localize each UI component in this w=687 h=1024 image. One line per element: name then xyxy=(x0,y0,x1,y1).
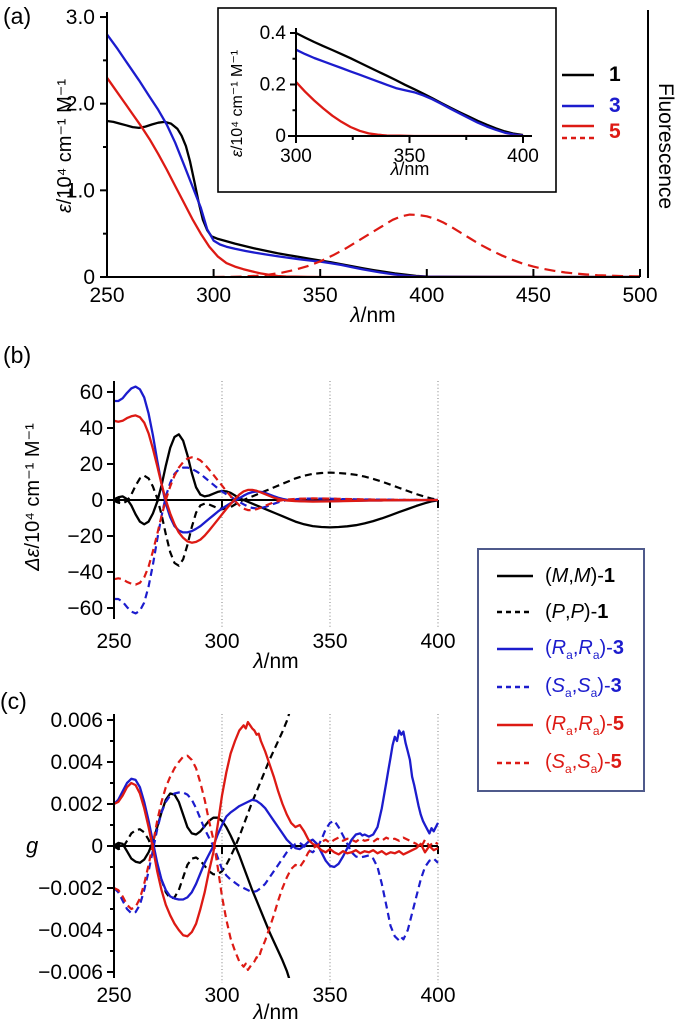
cd-legend-label: (P,P)-1 xyxy=(545,600,609,623)
svg-text:400: 400 xyxy=(420,630,455,653)
svg-text:1.0: 1.0 xyxy=(66,179,95,202)
cd-legend-item-P-1: (P,P)-1 xyxy=(495,601,639,624)
legend-line-sample xyxy=(562,104,594,108)
nm-units: /nm xyxy=(399,159,430,179)
panel-c-x-axis-title: λ/nm xyxy=(240,1001,312,1024)
panel-a-x-axis-title: λ/nm xyxy=(337,304,409,328)
inset-x-axis-title: λ/nm xyxy=(372,159,448,180)
svg-text:250: 250 xyxy=(96,630,131,653)
svg-text:−0.004: −0.004 xyxy=(38,919,103,942)
svg-text:−0.002: −0.002 xyxy=(38,877,103,900)
svg-text:300: 300 xyxy=(204,984,239,1007)
svg-text:0: 0 xyxy=(91,489,103,512)
svg-text:300: 300 xyxy=(196,284,231,307)
panel-c-y-axis-title: g xyxy=(26,833,39,858)
cd-legend-item-M-1: (M,M)-1 xyxy=(495,565,639,588)
svg-text:0.002: 0.002 xyxy=(50,793,103,816)
panel-b-y-axis-title: Δε/10⁴ cm⁻¹ M⁻¹ xyxy=(20,382,45,612)
lambda-symbol: λ xyxy=(253,1001,264,1024)
svg-text:0.2: 0.2 xyxy=(260,74,286,95)
panel-a-y-axis-title: ε/10⁴ cm⁻¹ M⁻¹ xyxy=(52,30,77,262)
cd-legend-label: (Ra,Ra)-3 xyxy=(545,636,624,662)
svg-text:350: 350 xyxy=(312,984,347,1007)
svg-text:350: 350 xyxy=(312,630,347,653)
nm-units: /nm xyxy=(263,650,299,673)
legend-line-sample xyxy=(562,124,594,140)
epsilon-symbol: ε xyxy=(54,204,76,214)
panel-a-letter: (a) xyxy=(3,3,32,29)
svg-text:3.0: 3.0 xyxy=(66,6,95,29)
legend-line-sample xyxy=(497,574,533,578)
nm-units: /nm xyxy=(263,1001,299,1024)
svg-text:0.006: 0.006 xyxy=(50,709,103,732)
svg-text:−40: −40 xyxy=(67,561,103,584)
svg-text:0: 0 xyxy=(83,266,95,289)
absorption-legend-item-5: 5 xyxy=(560,120,621,144)
svg-text:0.004: 0.004 xyxy=(50,751,103,774)
legend-line-sample xyxy=(497,761,533,765)
svg-text:300: 300 xyxy=(280,146,312,167)
svg-text:400: 400 xyxy=(409,284,444,307)
svg-text:20: 20 xyxy=(80,453,103,476)
epsilon-symbol: ε xyxy=(229,150,246,158)
svg-text:60: 60 xyxy=(80,381,103,404)
svg-text:0: 0 xyxy=(275,126,286,147)
absorption-legend-item-3: 3 xyxy=(560,94,621,118)
cd-legend: (M,M)-1 (P,P)-1 (Ra,Ra)-3 (Sa,Sa)-3 (Ra,Ra)-… xyxy=(477,548,645,792)
svg-text:450: 450 xyxy=(516,284,551,307)
lambda-symbol: λ xyxy=(350,304,361,327)
legend-line-sample xyxy=(497,647,533,651)
svg-text:−60: −60 xyxy=(67,597,103,620)
svg-text:40: 40 xyxy=(80,417,103,440)
panel-b-x-axis-title: λ/nm xyxy=(240,650,312,674)
cd-legend-label: (Sa,Sa)-3 xyxy=(545,674,622,700)
svg-text:300: 300 xyxy=(204,630,239,653)
epsilon-units: /10⁴ cm⁻¹ M⁻¹ xyxy=(54,78,76,205)
legend-line-sample xyxy=(497,685,533,689)
delta-epsilon-symbol: Δε xyxy=(22,548,44,571)
svg-text:250: 250 xyxy=(89,284,124,307)
inset-y-axis-title: ε/10⁴ cm⁻¹ M⁻¹ xyxy=(227,25,247,182)
lambda-symbol: λ xyxy=(390,159,400,179)
panel-c-letter: (c) xyxy=(0,688,27,714)
cd-legend-label: (M,M)-1 xyxy=(545,564,616,587)
nm-units: /nm xyxy=(360,304,396,327)
legend-line-sample xyxy=(562,73,594,77)
compound-number: 5 xyxy=(609,120,621,143)
svg-text:0: 0 xyxy=(91,835,103,858)
compound-number: 1 xyxy=(609,63,621,86)
absorption-legend-item-1: 1 xyxy=(560,63,621,87)
legend-line-sample xyxy=(497,723,533,727)
cd-legend-item-R-3: (Ra,Ra)-3 xyxy=(495,637,639,662)
svg-text:−20: −20 xyxy=(67,525,103,548)
svg-text:350: 350 xyxy=(303,284,338,307)
svg-text:500: 500 xyxy=(622,284,657,307)
cd-legend-label: (Sa,Sa)-5 xyxy=(545,750,622,776)
svg-text:400: 400 xyxy=(507,146,539,167)
panel-b-letter: (b) xyxy=(3,342,32,368)
legend-line-sample xyxy=(497,610,533,614)
svg-text:0.4: 0.4 xyxy=(260,23,287,44)
svg-text:2.0: 2.0 xyxy=(66,93,95,116)
svg-text:250: 250 xyxy=(96,984,131,1007)
cd-legend-item-S-3: (Sa,Sa)-3 xyxy=(495,675,639,700)
fluorescence-axis-title: Fluorescence xyxy=(654,82,677,210)
absorption-legend: 1 3 5 xyxy=(560,59,684,159)
svg-text:−0.006: −0.006 xyxy=(38,961,103,984)
cd-legend-item-S-5: (Sa,Sa)-5 xyxy=(495,751,639,776)
lambda-symbol: λ xyxy=(253,650,264,673)
cd-legend-label: (Ra,Ra)-5 xyxy=(545,712,624,738)
svg-text:400: 400 xyxy=(420,984,455,1007)
compound-number: 3 xyxy=(609,94,621,117)
epsilon-units: /10⁴ cm⁻¹ M⁻¹ xyxy=(229,49,246,151)
svg-text:350: 350 xyxy=(394,146,426,167)
delta-epsilon-units: /10⁴ cm⁻¹ M⁻¹ xyxy=(22,423,44,549)
cd-legend-item-R-5: (Ra,Ra)-5 xyxy=(495,713,639,738)
